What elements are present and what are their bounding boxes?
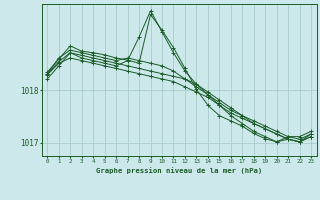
X-axis label: Graphe pression niveau de la mer (hPa): Graphe pression niveau de la mer (hPa): [96, 167, 262, 174]
